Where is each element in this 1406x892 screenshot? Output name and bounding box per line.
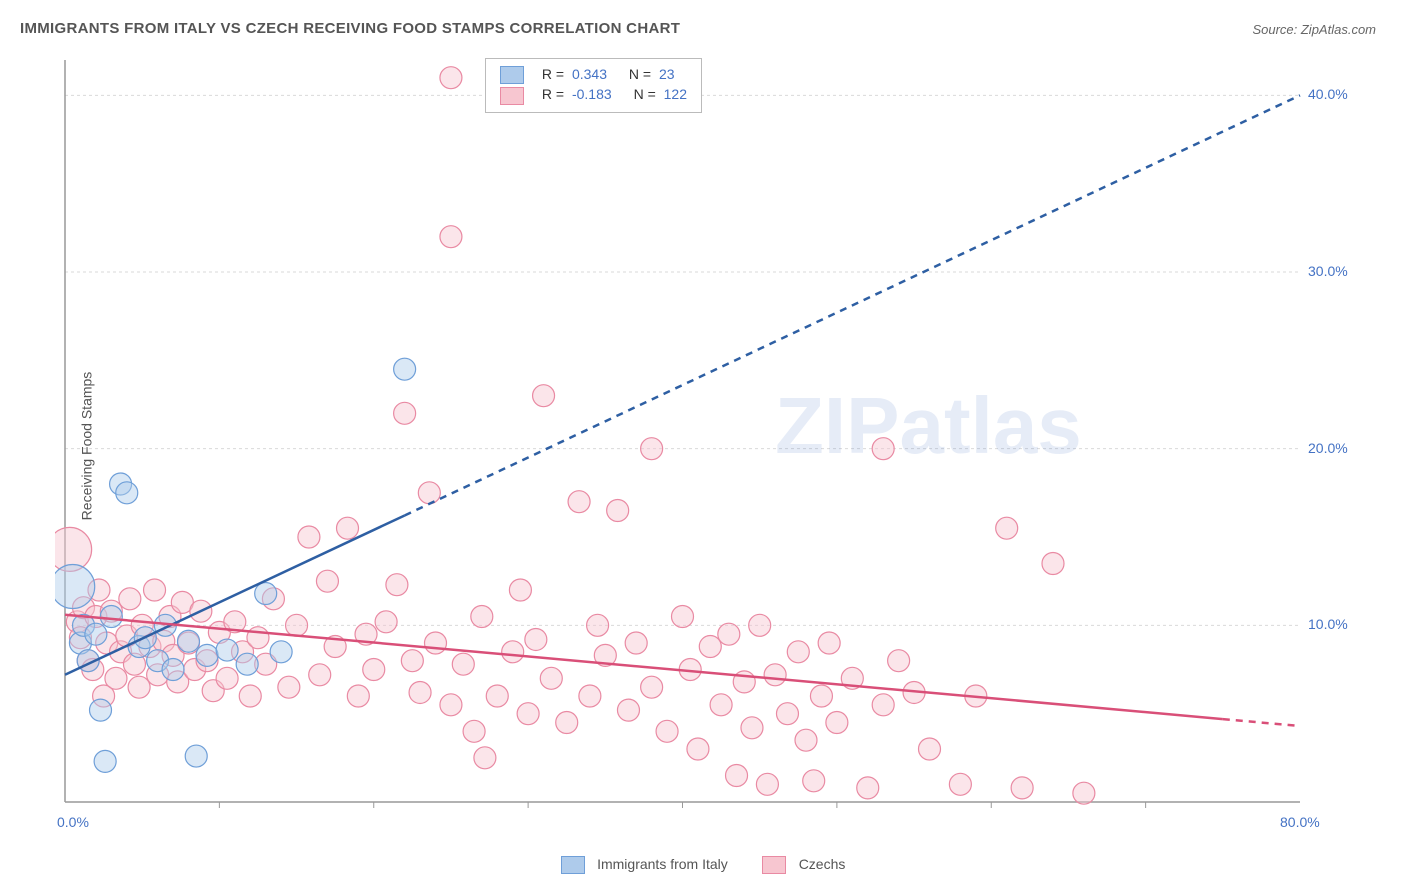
y-tick-label: 30.0% (1308, 263, 1348, 279)
plot-area: ZIPatlas R = 0.343 N = 23 R = -0.183 N =… (55, 50, 1365, 842)
legend-swatch-italy (561, 856, 585, 874)
legend-label-czech: Czechs (799, 856, 846, 872)
legend-label-italy: Immigrants from Italy (597, 856, 728, 872)
n-label: N = (629, 66, 651, 82)
bottom-legend: Immigrants from Italy Czechs (0, 856, 1406, 874)
x-tick-label: 80.0% (1280, 814, 1320, 830)
stats-legend-row: R = -0.183 N = 122 (500, 86, 687, 104)
n-label: N = (634, 86, 656, 102)
legend-swatch-czech (762, 856, 786, 874)
y-tick-label: 20.0% (1308, 440, 1348, 456)
x-tick-label: 0.0% (57, 814, 89, 830)
r-value-czech: -0.183 (572, 86, 612, 102)
stats-legend: R = 0.343 N = 23 R = -0.183 N = 122 (485, 58, 702, 113)
n-value-italy: 23 (659, 66, 675, 82)
n-value-czech: 122 (664, 86, 687, 102)
stats-legend-row: R = 0.343 N = 23 (500, 66, 687, 84)
scatter-chart (55, 50, 1365, 842)
y-tick-label: 40.0% (1308, 86, 1348, 102)
legend-swatch-italy (500, 66, 524, 84)
r-value-italy: 0.343 (572, 66, 607, 82)
r-label: R = (542, 86, 564, 102)
legend-swatch-czech (500, 87, 524, 105)
r-label: R = (542, 66, 564, 82)
chart-title: IMMIGRANTS FROM ITALY VS CZECH RECEIVING… (20, 20, 680, 37)
y-tick-label: 10.0% (1308, 616, 1348, 632)
source-credit: Source: ZipAtlas.com (1252, 22, 1376, 37)
